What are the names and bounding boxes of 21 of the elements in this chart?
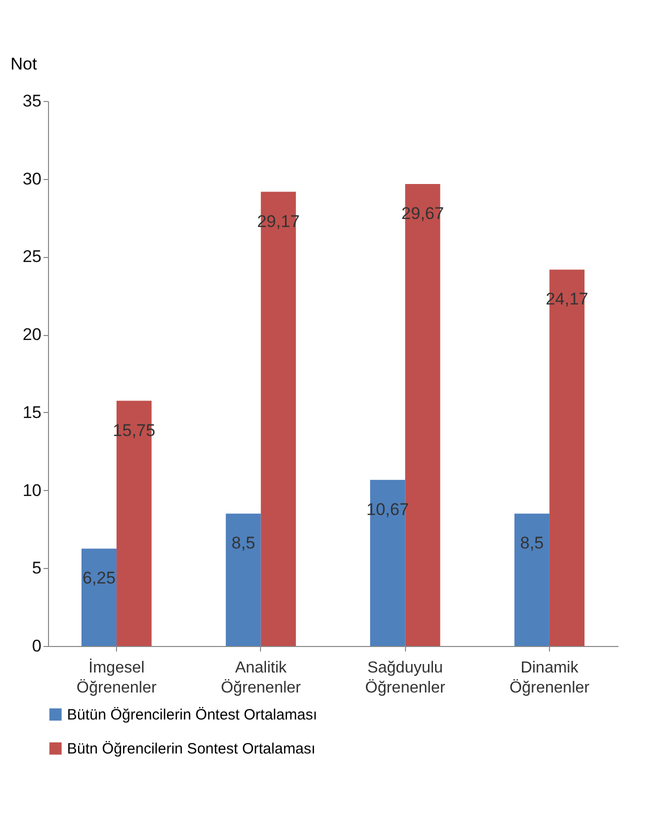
data-label: 8,5 [520, 534, 544, 553]
bar [514, 514, 550, 646]
y-tick-label: 20 [22, 325, 42, 344]
y-tick-label: 30 [22, 169, 42, 188]
x-tick-label: Analitik Öğrenenler [220, 660, 302, 696]
y-tick-label: 35 [22, 92, 42, 110]
y-axis-title: Not [10, 54, 38, 74]
y-tick-label: 0 [32, 636, 42, 656]
x-tick-label: Sağduyulu Öğrenenler [365, 660, 446, 696]
bar [226, 514, 261, 646]
y-tick-label: 5 [32, 558, 42, 578]
x-tick-label: Dinamik Öğrenenler [509, 660, 590, 696]
y-tick-label: 10 [22, 480, 42, 500]
legend-label: Bütn Öğrencilerin Sontest Ortalaması [67, 740, 316, 758]
data-label: 8,5 [232, 534, 256, 553]
y-tick-label: 25 [22, 247, 42, 266]
data-label: 6,25 [82, 568, 116, 588]
legend-label: Bütün Öğrencilerin Öntest Ortalaması [67, 706, 318, 724]
bar [82, 548, 117, 646]
y-tick-label: 15 [22, 402, 42, 422]
x-tick-label: İmgesel Öğrenenler [76, 658, 158, 696]
